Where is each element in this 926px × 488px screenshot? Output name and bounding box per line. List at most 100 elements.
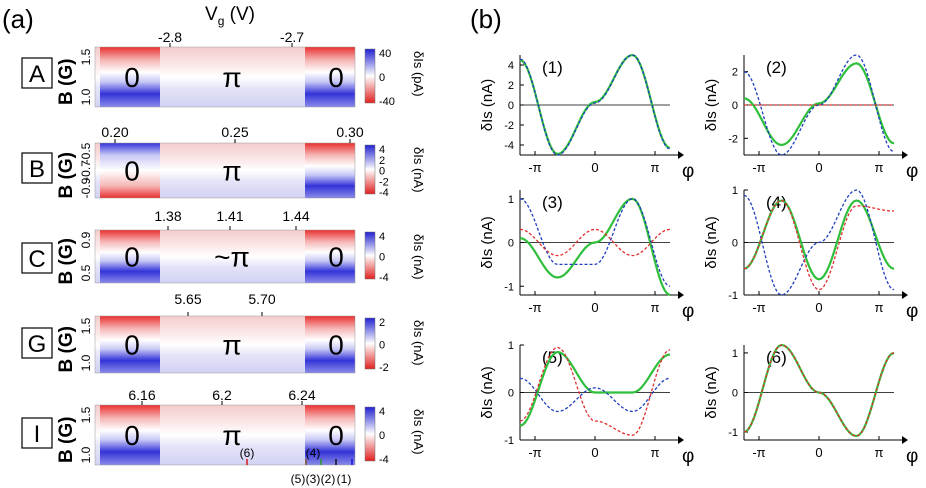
map-C: C B (G) 0.9 0.5 0 ~π 0 1.38 1.41 1.44 4 0 -4 δIs (nA): [21, 208, 426, 285]
map-region-label: π: [222, 156, 241, 187]
map-ylabel: B (G): [56, 59, 77, 105]
x-tick-label: -π: [752, 300, 765, 315]
y-tick-label: 4: [508, 60, 514, 72]
marker-label: (1): [337, 472, 352, 486]
map-letter: G: [28, 331, 47, 358]
colorbar-tick: -2: [379, 176, 389, 188]
y-tick-label: -1: [504, 281, 514, 293]
map-region-label: 0: [328, 420, 344, 451]
x-tick-label: 0: [815, 300, 822, 315]
y-tick-label: 1: [732, 185, 738, 197]
x-tick-label: π: [875, 300, 884, 315]
y-tick-label: 0: [732, 100, 738, 112]
map-region-label: π: [222, 330, 241, 361]
x-axis-arrow: [902, 151, 908, 159]
series-reference: [519, 346, 671, 436]
y-tick-label: 0: [732, 388, 738, 400]
series-model: [519, 54, 671, 156]
map-frame: [94, 404, 356, 466]
map-ylabel: B (G): [56, 238, 77, 284]
curve-title: (1): [542, 58, 563, 77]
map-xtick: 0.20: [101, 124, 128, 140]
map-xtick: 1.38: [154, 208, 181, 224]
map-letter: B: [29, 156, 45, 183]
colorbar-tick: 0: [379, 166, 385, 178]
map-ylabel: B (G): [56, 326, 77, 372]
vg-axis-label: Vg (V): [205, 4, 255, 28]
y-tick-label: 0: [508, 100, 514, 112]
marker-label: (5): [291, 472, 306, 486]
x-axis-arrow: [902, 436, 908, 444]
colorbar-tick: 0: [379, 430, 385, 442]
map-xtick: 6.2: [212, 387, 232, 403]
colorbar-tick: 4: [379, 144, 385, 156]
map-A: A B (G)1.5 1.0 0 π 0 -2.8 -2.7 40 0 -40 δIs (pA): [21, 29, 426, 108]
x-axis-label: φ: [906, 446, 918, 467]
map-region-label: π: [222, 420, 241, 451]
x-tick-label: 0: [591, 160, 598, 175]
colorbar-label: δIs (nA): [411, 409, 426, 455]
map-letter-box: [21, 417, 53, 449]
map-xtick: 0.30: [336, 124, 363, 140]
y-axis-label: δIs (nA): [703, 366, 720, 419]
x-tick-label: 0: [591, 445, 598, 460]
y-axis-label: δIs (nA): [479, 79, 496, 132]
map-left-lobe: [100, 143, 160, 198]
y-axis-label: δIs (nA): [479, 216, 496, 269]
x-tick-label: π: [875, 445, 884, 460]
x-axis-label: φ: [682, 446, 694, 467]
series-measured: [519, 197, 671, 297]
curve-plot-1: 4 2 0 -2 -4 -π 0 π φ δIs (nA) (1): [479, 53, 694, 182]
y-tick-label: -1: [504, 435, 514, 447]
map-left-lobe: [100, 230, 160, 283]
map-ytick: 1.5: [79, 48, 93, 65]
map-ytick: 0.5: [79, 264, 93, 281]
colorbar-tick: -40: [379, 96, 395, 108]
colorbar-tick: 2: [379, 317, 385, 329]
series-model: [743, 54, 895, 156]
map-region-label: 0: [328, 242, 344, 273]
marker-label: (4): [306, 446, 321, 460]
x-tick-label: -π: [528, 445, 541, 460]
curve-title: (3): [542, 193, 563, 212]
map-letter-box: [21, 327, 53, 359]
map-ytick: 1.0: [79, 354, 93, 371]
colorbar: [364, 48, 376, 104]
map-right-lobe: [305, 405, 355, 465]
x-axis-label: φ: [682, 301, 694, 322]
series-measured: [743, 199, 895, 281]
series-reference: [743, 199, 895, 291]
map-xtick: -2.8: [158, 29, 182, 45]
map-ytick: 0.9: [79, 231, 93, 248]
colorbar-tick: 0: [379, 252, 385, 264]
map-right-lobe: [305, 230, 355, 283]
x-tick-label: 0: [591, 300, 598, 315]
colorbar-label: δIs (nA): [411, 320, 426, 366]
map-region-label: ~π: [214, 242, 250, 273]
colorbar-tick: 0: [379, 340, 385, 352]
map-frame: [94, 142, 356, 199]
map-letter: C: [28, 246, 45, 273]
y-tick-label: 1: [732, 348, 738, 360]
map-frame: [94, 229, 356, 284]
map-left-lobe: [100, 405, 160, 465]
map-region-label: 0: [328, 62, 344, 93]
map-ytick: 1.5: [79, 317, 93, 334]
map-region-label: 0: [124, 330, 140, 361]
colorbar: [364, 406, 376, 462]
y-axis-label: δIs (nA): [479, 366, 496, 419]
map-xtick: 6.16: [128, 387, 155, 403]
map-frame: [94, 46, 356, 108]
y-axis-label: δIs (nA): [703, 216, 720, 269]
x-tick-label: π: [651, 160, 660, 175]
colorbar: [364, 144, 376, 195]
colorbar-tick: -4: [379, 454, 389, 466]
y-tick-label: 1: [508, 340, 514, 352]
y-tick-label: 0: [508, 388, 514, 400]
x-tick-label: π: [651, 445, 660, 460]
series-reference: [743, 344, 895, 437]
